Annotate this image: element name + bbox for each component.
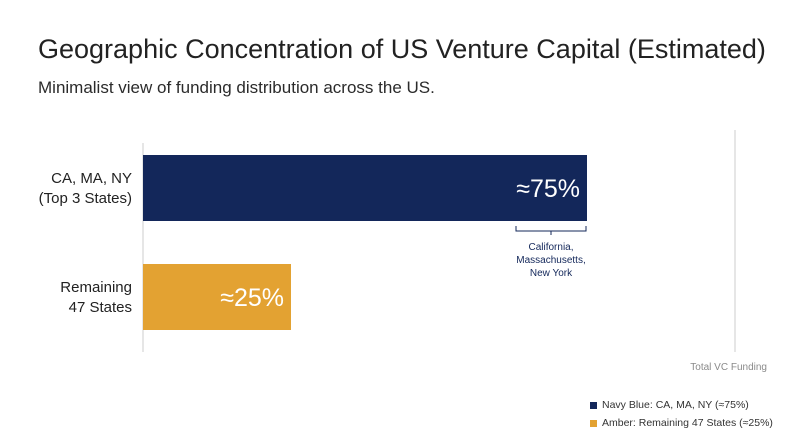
legend-label-amber: Amber: Remaining 47 States (≈25%): [602, 417, 773, 429]
reference-line-label: Total VC Funding: [690, 362, 767, 373]
data-label-remaining: ≈25%: [220, 284, 284, 312]
legend-swatch-amber: [590, 419, 597, 427]
data-label-top3: ≈75%: [516, 175, 580, 203]
annotation-top3-states: California, Massachusetts, New York: [516, 242, 585, 279]
legend-label-navy: Navy Blue: CA, MA, NY (≈75%): [602, 399, 749, 411]
annotation-bracket: [515, 226, 587, 235]
bar-top3: [143, 155, 587, 221]
chart-title: Geographic Concentration of US Venture C…: [38, 34, 766, 64]
chart-subtitle: Minimalist view of funding distribution …: [38, 78, 435, 97]
legend-swatch-navy: [590, 401, 597, 409]
legend-item-amber: Amber: Remaining 47 States (≈25%): [590, 414, 773, 432]
bar-remaining: [143, 264, 291, 330]
legend: Navy Blue: CA, MA, NY (≈75%) Amber: Rema…: [590, 396, 773, 432]
category-label-top3: CA, MA, NY (Top 3 States): [39, 170, 132, 207]
legend-item-navy: Navy Blue: CA, MA, NY (≈75%): [590, 396, 773, 414]
category-label-remaining: Remaining 47 States: [60, 279, 132, 316]
